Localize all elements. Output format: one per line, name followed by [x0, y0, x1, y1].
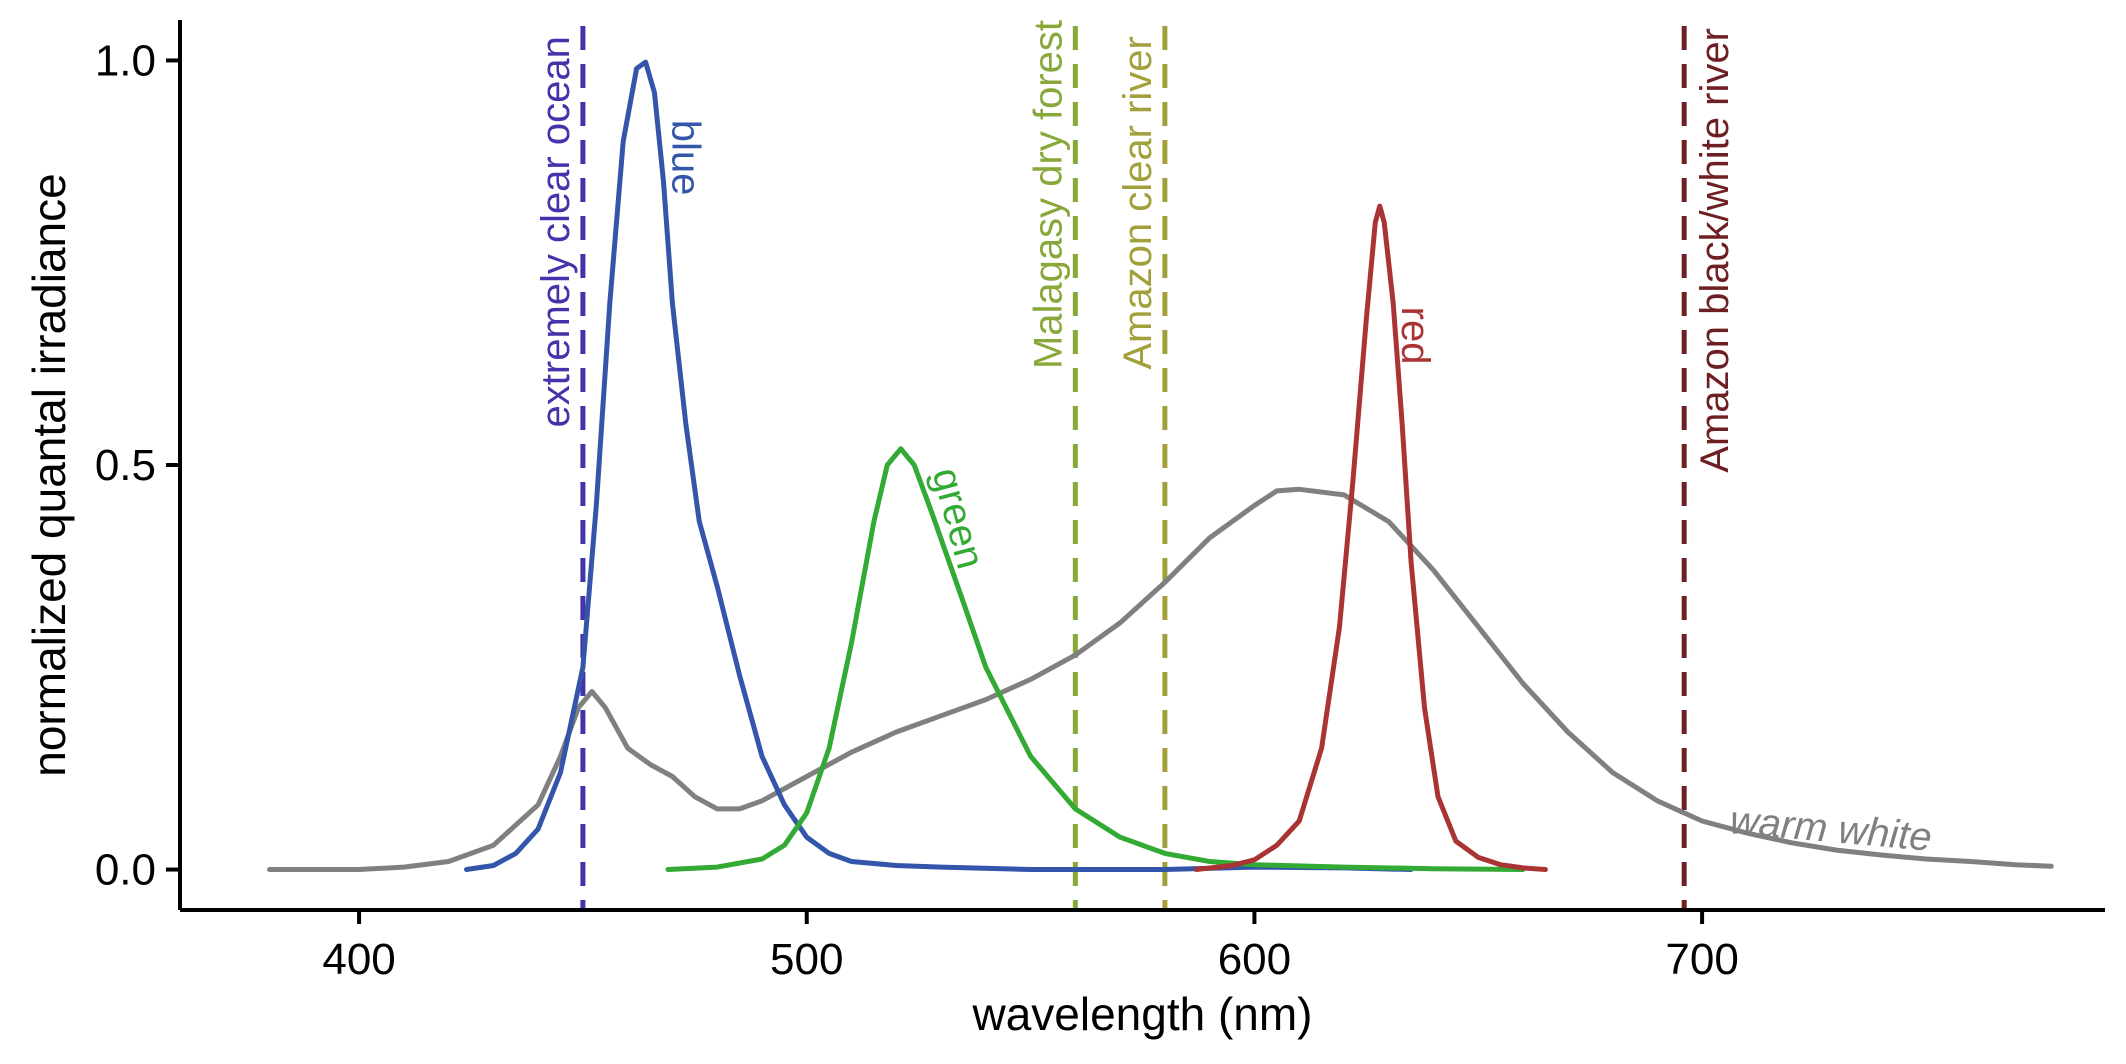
reference-label-malagasy-dry-forest: Malagasy dry forest: [1026, 20, 1070, 369]
reference-label-amazon-clear-river: Amazon clear river: [1116, 36, 1160, 369]
x-tick-label: 500: [770, 935, 843, 984]
curve-green: [665, 446, 1526, 872]
x-tick-label: 400: [322, 935, 395, 984]
reference-label-extremely-clear-ocean: extremely clear ocean: [534, 36, 578, 427]
y-tick-label: 0.5: [95, 441, 156, 490]
curve-label-blue: blue: [663, 120, 707, 196]
reference-label-amazon-black-white-river: Amazon black/white river: [1693, 28, 1737, 473]
x-tick-label: 600: [1218, 935, 1291, 984]
curve-red: [1193, 203, 1548, 872]
y-ticks: 0.0 0.5 1.0: [95, 36, 180, 895]
curve-label-red: red: [1393, 307, 1437, 365]
curve-blue: [464, 59, 1414, 872]
curve-warm-white: [267, 486, 2054, 872]
y-tick-label: 0.0: [95, 846, 156, 895]
reference-lines: extremely clear ocean Malagasy dry forest…: [534, 20, 1737, 910]
axes: 400 500 600 700 0.0 0.5 1.0 wavelength (nm) n…: [23, 20, 2105, 1040]
x-tick-label: 700: [1665, 935, 1738, 984]
x-ticks: 400 500 600 700: [322, 910, 1739, 984]
y-tick-label: 1.0: [95, 36, 156, 85]
x-axis-title: wavelength (nm): [971, 988, 1312, 1040]
curve-label-warm-white: warm white: [1728, 798, 1933, 859]
y-axis-title: normalized quantal irradiance: [23, 173, 75, 776]
